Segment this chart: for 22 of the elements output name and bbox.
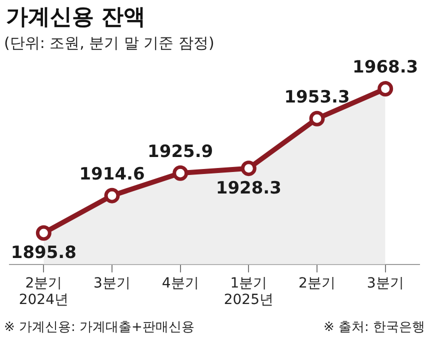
- point: [240, 160, 256, 176]
- data-label: 1925.9: [148, 142, 214, 162]
- annotation: ※ 가계신용: 가계대출+판매신용: [4, 319, 194, 336]
- point: [36, 225, 52, 241]
- point: [172, 165, 188, 181]
- x-tick-label: 2분기: [298, 275, 336, 292]
- x-tick-label: 3분기: [94, 275, 130, 292]
- data-label: 1928.3: [216, 178, 282, 198]
- x-tick-label: 2분기 2024년: [18, 275, 68, 308]
- chart-title: 가계신용 잔액: [6, 4, 146, 32]
- point: [104, 188, 120, 204]
- x-tick-label: 1분기 2025년: [224, 275, 274, 308]
- data-label: 1895.8: [10, 242, 76, 263]
- x-tick-label: 3분기: [366, 275, 404, 292]
- chart-subtitle: (단위: 조원, 분기 말 기준 잠정): [4, 34, 214, 53]
- x-tick-label: 4분기: [162, 275, 199, 292]
- point: [309, 110, 325, 126]
- annotation: ※ 출처: 한국은행: [323, 319, 425, 336]
- point: [378, 81, 394, 97]
- data-label: 1914.6: [79, 164, 145, 184]
- data-label: 1953.3: [284, 88, 350, 108]
- data-label: 1968.3: [352, 58, 418, 78]
